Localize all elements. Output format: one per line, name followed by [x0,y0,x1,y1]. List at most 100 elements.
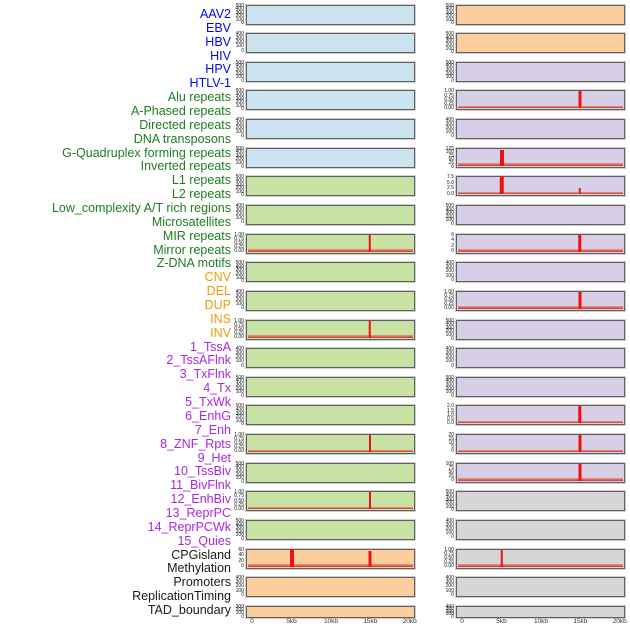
y-tick-label: 100 [445,389,454,396]
track-plot-11_BivFlnk [456,348,625,369]
y-tick-label: 300 [235,579,244,586]
track-row-HTLV-1: 500 400 300 200 100 0 [213,146,415,169]
y-tick-label: 0.0 [447,419,454,426]
y-tick-label: 0 [451,220,454,227]
y-tick-label: 100 [445,530,454,537]
signal-baseline [458,478,623,481]
signal-baseline [458,163,623,166]
y-tick-label: 400 [235,263,244,270]
track-label-HTLV-1: HTLV-1 [189,76,231,91]
y-tick-label: 0.25 [234,501,244,508]
track-plot-CPGisland [456,491,625,512]
signal-spike-15kb [578,234,582,252]
y-tick-label: 75 [448,152,454,159]
y-tick-label: 100 [445,587,454,594]
track-plot-DUP [246,605,415,618]
y-tick-label: 0 [451,448,454,455]
x-tick-label-10kb: 10kb [323,618,339,625]
track-label-9_Het: 9_Het [197,450,231,465]
y-tick-label: 300 [235,66,244,73]
track-plot-Mirror repeats [246,491,415,512]
track-label-15_Quies: 15_Quies [177,533,231,548]
y-tick-label: 1.5 [447,407,454,414]
track-label-EBV: EBV [205,20,231,35]
y-tick-label: 0 [241,47,244,54]
y-axis-ticks: 500 400 300 200 100 0 [213,404,246,426]
y-tick-label: 0 [241,478,244,485]
x-axis: 0 5kb 10kb 15kb 20kb [456,616,627,628]
y-tick-label: 1.00 [234,489,244,496]
y-tick-label: 0 [241,219,244,226]
y-tick-label: 300 [445,9,454,16]
signal-baseline [248,506,413,510]
y-tick-label: 0.25 [444,100,454,107]
y-axis-ticks: 1.00 0.75 0.50 0.25 0.00 [213,232,246,254]
signal-baseline [248,564,413,567]
y-tick-label: 100 [445,45,454,52]
y-tick-label: 0.00 [234,448,244,455]
y-tick-label: 200 [235,607,244,614]
track-plot-14_ReprPCWk [456,434,625,455]
track-label-Methylation: Methylation [167,561,231,576]
x-tick-label-10kb: 10kb [533,618,549,625]
track-row-TAD_boundary: 400 300 200 100 0 [423,604,625,620]
track-label-12_EnhBiv: 12_EnhBiv [170,492,231,507]
y-tick-label: 1.00 [444,288,454,295]
y-tick-label: 200 [235,385,244,392]
y-axis-ticks: 400 300 200 100 0 [213,290,246,312]
track-row-3_TxFlnk: 400 300 200 100 0 [423,118,625,140]
track-label-HBV: HBV [205,34,231,49]
y-tick-label: 400 [235,177,244,184]
track-label-Z-DNA motifs: Z-DNA motifs [156,256,231,271]
track-label-13_ReprPC: 13_ReprPC [165,505,231,520]
y-tick-label: 500 [235,88,244,95]
track-label-ReplicationTiming: ReplicationTiming [132,589,231,604]
signal-spike-15kb [578,291,582,309]
y-tick-label: 0 [241,305,244,312]
y-axis-ticks: 400 300 200 100 0 [423,519,456,540]
y-tick-label: 0.00 [234,333,244,340]
y-tick-label: 25 [448,473,454,480]
y-tick-label: 200 [445,500,454,507]
y-axis-ticks: 500 400 300 200 100 0 [213,88,246,111]
y-tick-label: 100 [235,532,244,539]
y-tick-label: 50 [448,468,454,475]
track-label-11_BivFlnk: 11_BivFlnk [170,478,231,493]
track-row-9_Het: 1.00 0.75 0.50 0.25 0.00 [423,288,625,312]
signal-baseline [458,105,623,109]
track-row-14_ReprPCWk: 20 15 10 5 0 [423,433,625,455]
y-tick-label: 6 [451,231,454,238]
y-tick-label: 100 [445,611,454,618]
track-plot-G-Quadruplex forming repeats [246,290,415,311]
track-label-CNV: CNV [204,270,231,285]
y-tick-label: 0 [451,591,454,598]
y-tick-label: 400 [235,378,244,385]
y-tick-label: 0.00 [444,104,454,111]
y-axis-ticks: 60 40 20 0 [213,547,246,569]
track-label-INS: INS [210,311,231,326]
y-tick-label: 0.00 [444,305,454,312]
track-row-INV: 500 400 300 200 100 0 [423,32,625,54]
y-tick-label: 500 [235,518,244,525]
track-plot-L1 repeats [246,348,415,369]
y-axis-ticks: 1.00 0.75 0.50 0.25 0.00 [213,318,246,340]
track-row-10_TssBiv: 500 400 300 200 100 0 [423,318,625,341]
track-label-1_TssA: 1_TssA [190,339,231,354]
track-row-4_Tx: 125 100 75 50 25 0 [423,146,625,169]
y-tick-label: 300 [445,350,454,357]
y-tick-label: 400 [445,378,454,385]
track-row-15_Quies: 100 75 50 25 0 [423,461,625,483]
y-tick-label: 100 [235,188,244,195]
track-row-2_TssAFlnk: 1.00 0.75 0.50 0.25 0.00 [423,89,625,111]
track-plot-6_EnhG [456,204,625,225]
y-tick-label: 0 [241,591,244,598]
y-tick-label: 100 [235,475,244,482]
y-tick-label: 400 [445,575,454,582]
y-tick-label: 200 [445,213,454,220]
y-tick-label: 0.25 [234,243,244,250]
y-axis-ticks: 500 400 300 200 100 0 [423,3,456,25]
y-axis-ticks: 500 400 300 200 100 0 [423,32,456,54]
y-tick-label: 0 [241,535,244,542]
y-tick-label: 200 [235,354,244,361]
track-plot-HPV [246,119,415,140]
